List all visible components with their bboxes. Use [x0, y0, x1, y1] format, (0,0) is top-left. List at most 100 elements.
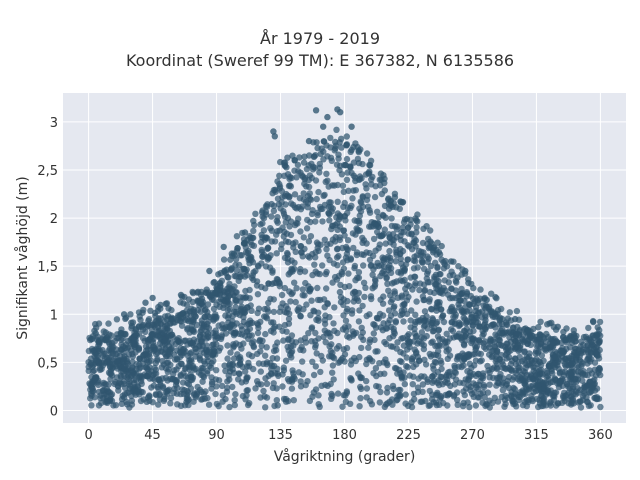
data-point [154, 355, 161, 363]
data-point [323, 285, 330, 292]
data-point [591, 387, 599, 394]
data-point [525, 396, 532, 404]
data-point [248, 241, 256, 249]
data-point [252, 210, 259, 217]
data-point [481, 383, 488, 391]
data-point [385, 253, 392, 260]
data-point [347, 148, 354, 155]
data-point [516, 364, 523, 371]
data-point [370, 235, 378, 243]
data-point [239, 363, 246, 371]
data-point [235, 370, 243, 377]
data-point [335, 155, 342, 162]
data-point [461, 391, 468, 399]
data-point [158, 364, 165, 371]
y-tick-label: 0 [50, 404, 58, 419]
data-point [280, 364, 287, 371]
data-point [542, 338, 549, 346]
data-point [200, 358, 208, 365]
data-point [536, 359, 544, 366]
data-point [131, 337, 138, 344]
data-point [344, 305, 351, 313]
data-point [343, 155, 351, 163]
data-point [311, 261, 318, 268]
data-point [445, 279, 452, 286]
data-point [391, 194, 399, 201]
data-point [550, 392, 557, 399]
data-point [342, 317, 350, 324]
data-point [270, 207, 278, 215]
data-point [305, 287, 313, 294]
data-point [231, 397, 238, 404]
data-point [263, 344, 270, 351]
data-point [403, 310, 411, 317]
data-point [499, 358, 506, 365]
data-point [454, 274, 461, 281]
data-point [323, 170, 330, 177]
data-point [229, 383, 236, 391]
data-point [585, 349, 592, 356]
data-point [562, 356, 569, 363]
data-point [213, 367, 220, 374]
data-point [292, 248, 299, 255]
data-point [142, 299, 149, 306]
data-point [366, 162, 374, 169]
data-point [142, 328, 149, 336]
data-point [321, 191, 328, 199]
data-point [250, 217, 257, 225]
data-point [249, 272, 256, 279]
data-point [144, 336, 152, 344]
data-point [269, 190, 276, 197]
data-point [164, 377, 171, 384]
data-point [118, 400, 126, 407]
data-point [559, 368, 566, 375]
data-point [539, 371, 546, 378]
data-point [585, 402, 593, 409]
data-point [317, 241, 324, 248]
data-point [231, 283, 238, 290]
data-point [305, 330, 312, 337]
data-point [239, 392, 247, 400]
data-point [436, 283, 443, 290]
data-point [526, 350, 533, 357]
data-point [554, 323, 561, 330]
data-point [300, 159, 308, 166]
chart-title-line2: Koordinat (Sweref 99 TM): E 367382, N 61… [125, 51, 515, 70]
data-point [180, 311, 187, 318]
x-tick-label: 45 [144, 428, 161, 443]
data-point [254, 329, 262, 337]
data-point [310, 371, 318, 379]
data-point [324, 177, 331, 184]
data-point [286, 175, 293, 183]
data-point [478, 357, 485, 364]
data-point [312, 341, 319, 349]
data-point [381, 179, 388, 187]
data-point [377, 370, 384, 378]
data-point [417, 280, 424, 287]
data-point [348, 123, 355, 130]
data-point [353, 249, 361, 256]
data-point [377, 388, 384, 396]
data-point [215, 377, 223, 384]
data-point [359, 194, 366, 201]
data-point [393, 204, 400, 211]
data-point [567, 370, 574, 377]
data-point [213, 400, 221, 408]
data-point [350, 330, 358, 337]
data-point [413, 298, 420, 305]
data-point [387, 298, 395, 306]
data-point [474, 394, 482, 401]
data-point [204, 394, 211, 402]
data-point [137, 316, 144, 324]
data-point [521, 375, 529, 382]
data-point [219, 325, 226, 332]
data-point [212, 313, 219, 320]
data-point [358, 324, 365, 331]
data-point [208, 385, 215, 392]
data-point [486, 381, 493, 388]
data-point [250, 343, 258, 351]
data-point [289, 289, 296, 296]
data-point [274, 339, 281, 346]
data-point [262, 330, 269, 338]
data-point [334, 262, 341, 269]
